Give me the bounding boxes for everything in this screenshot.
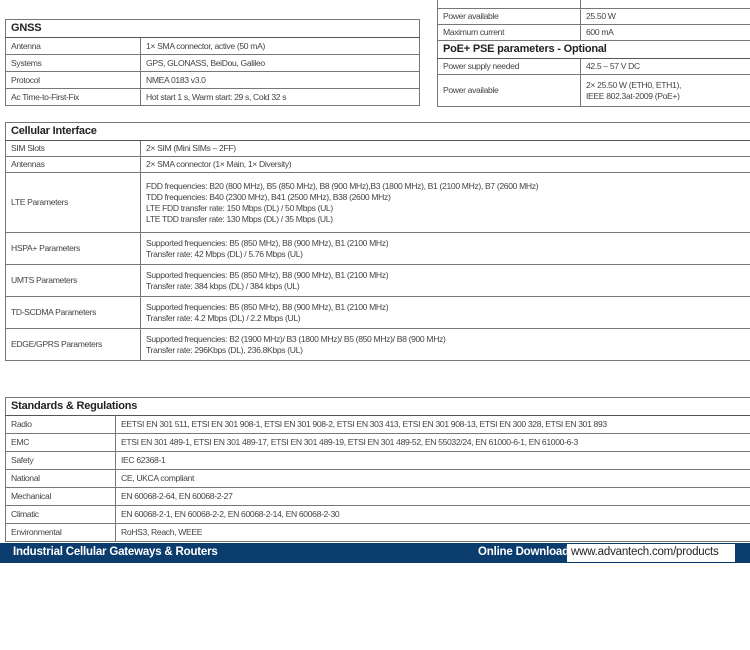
row-label: Power available	[437, 74, 581, 107]
row-label	[437, 0, 581, 9]
table-row: Maximum current 600 mA	[437, 24, 750, 41]
table-row: UMTS Parameters Supported frequencies: B5…	[5, 264, 750, 297]
table-row: SIM Slots 2× SIM (Mini SIMs – 2FF)	[5, 140, 750, 157]
gnss-title: GNSS	[5, 19, 420, 38]
row-label: SIM Slots	[5, 140, 141, 157]
standards-table: Standards & Regulations Radio EETSI EN 30…	[5, 397, 750, 542]
row-value: 42.5 – 57 V DC	[580, 58, 750, 75]
row-value	[580, 0, 750, 9]
value-line: Transfer rate: 4.2 Mbps (DL) / 2.2 Mbps …	[146, 312, 301, 323]
row-value: 2× SIM (Mini SIMs – 2FF)	[140, 140, 750, 157]
value-line: TDD frequencies: B40 (2300 MHz), B41 (25…	[146, 191, 391, 202]
row-label: LTE Parameters	[5, 172, 141, 233]
row-value: EN 60068-2-1, EN 60068-2-2, EN 60068-2-1…	[115, 505, 750, 524]
table-row: LTE Parameters FDD frequencies: B20 (800 …	[5, 172, 750, 233]
row-label: Ac Time-to-First-Fix	[5, 88, 141, 106]
row-value: Supported frequencies: B5 (850 MHz), B8 …	[140, 264, 750, 297]
table-row: Environmental RoHS3, Reach, WEEE	[5, 523, 750, 542]
row-label: EDGE/GPRS Parameters	[5, 328, 141, 361]
table-row	[437, 0, 750, 9]
footer-bar: Industrial Cellular Gateways & Routers O…	[0, 543, 750, 563]
value-line: Supported frequencies: B5 (850 MHz), B8 …	[146, 237, 389, 248]
table-row: Protocol NMEA 0183 v3.0	[5, 71, 420, 89]
value-line: Supported frequencies: B5 (850 MHz), B8 …	[146, 269, 389, 280]
table-row: Climatic EN 60068-2-1, EN 60068-2-2, EN 6…	[5, 505, 750, 524]
table-row: Ac Time-to-First-Fix Hot start 1 s, Warm …	[5, 88, 420, 106]
value-line: LTE TDD transfer rate: 130 Mbps (DL) / 3…	[146, 213, 333, 224]
download-url-link[interactable]: www.advantech.com/products	[567, 544, 735, 562]
row-label: Power supply needed	[437, 58, 581, 75]
value-line: Supported frequencies: B5 (850 MHz), B8 …	[146, 301, 389, 312]
value-line: Transfer rate: 296Kbps (DL), 236.8Kbps (…	[146, 344, 303, 355]
poe-heading-row: PoE+ PSE parameters - Optional	[437, 40, 750, 59]
value-line: LTE FDD transfer rate: 150 Mbps (DL) / 5…	[146, 202, 333, 213]
row-value: CE, UKCA compliant	[115, 469, 750, 488]
table-row: HSPA+ Parameters Supported frequencies: B…	[5, 232, 750, 265]
row-value: 1× SMA connector, active (50 mA)	[140, 37, 420, 55]
table-row: Systems GPS, GLONASS, BeiDou, Galileo	[5, 54, 420, 72]
row-label: Mechanical	[5, 487, 116, 506]
row-value: Hot start 1 s, Warm start: 29 s, Cold 32…	[140, 88, 420, 106]
table-row: Power available 2× 25.50 W (ETH0, ETH1), I…	[437, 74, 750, 107]
table-row: Power available 25.50 W	[437, 8, 750, 25]
row-value: Supported frequencies: B5 (850 MHz), B8 …	[140, 232, 750, 265]
table-row: National CE, UKCA compliant	[5, 469, 750, 488]
row-value: 2× 25.50 W (ETH0, ETH1), IEEE 802.3at-200…	[580, 74, 750, 107]
row-label: TD-SCDMA Parameters	[5, 296, 141, 329]
online-download-label: Online Download	[478, 546, 569, 558]
row-label: Safety	[5, 451, 116, 470]
row-value: FDD frequencies: B20 (800 MHz), B5 (850 …	[140, 172, 750, 233]
power-table: Power available 25.50 W Maximum current 600…	[437, 0, 750, 107]
value-line: IEEE 802.3at-2009 (PoE+)	[586, 90, 680, 101]
value-line: 2× SIM (Mini SIMs – 2FF)	[146, 143, 236, 153]
row-label: Antennas	[5, 156, 141, 173]
row-value: IEC 62368-1	[115, 451, 750, 470]
row-label: Systems	[5, 54, 141, 72]
row-label: National	[5, 469, 116, 488]
row-value: GPS, GLONASS, BeiDou, Galileo	[140, 54, 420, 72]
row-value: ETSI EN 301 489-1, ETSI EN 301 489-17, E…	[115, 433, 750, 452]
table-row: Power supply needed 42.5 – 57 V DC	[437, 58, 750, 75]
table-row: TD-SCDMA Parameters Supported frequencies…	[5, 296, 750, 329]
table-row: EMC ETSI EN 301 489-1, ETSI EN 301 489-17…	[5, 433, 750, 452]
standards-title: Standards & Regulations	[5, 397, 750, 416]
row-label: Environmental	[5, 523, 116, 542]
row-label: Radio	[5, 415, 116, 434]
value-line: 2× SMA connector (1× Main, 1× Diversity)	[146, 159, 292, 169]
row-value: Supported frequencies: B2 (1900 MHz)/ B3…	[140, 328, 750, 361]
row-label: Climatic	[5, 505, 116, 524]
table-row: Antenna 1× SMA connector, active (50 mA)	[5, 37, 420, 55]
row-label: EMC	[5, 433, 116, 452]
table-row: Mechanical EN 60068-2-64, EN 60068-2-27	[5, 487, 750, 506]
value-line: FDD frequencies: B20 (800 MHz), B5 (850 …	[146, 180, 539, 191]
row-value: NMEA 0183 v3.0	[140, 71, 420, 89]
footer-product-line: Industrial Cellular Gateways & Routers	[13, 546, 218, 558]
row-value: 25.50 W	[580, 8, 750, 25]
table-row: Safety IEC 62368-1	[5, 451, 750, 470]
cellular-title: Cellular Interface	[5, 122, 750, 141]
row-label: Power available	[437, 8, 581, 25]
value-line: Transfer rate: 42 Mbps (DL) / 5.76 Mbps …	[146, 248, 303, 259]
value-line: 2× 25.50 W (ETH0, ETH1),	[586, 79, 681, 90]
row-label: UMTS Parameters	[5, 264, 141, 297]
cellular-table: Cellular Interface SIM Slots 2× SIM (Mini…	[5, 122, 750, 361]
poe-title: PoE+ PSE parameters - Optional	[437, 40, 750, 59]
row-value: EETSI EN 301 511, ETSI EN 301 908-1, ETS…	[115, 415, 750, 434]
row-value: 2× SMA connector (1× Main, 1× Diversity)	[140, 156, 750, 173]
row-value: RoHS3, Reach, WEEE	[115, 523, 750, 542]
value-line: Transfer rate: 384 kbps (DL) / 384 kbps …	[146, 280, 300, 291]
row-label: Protocol	[5, 71, 141, 89]
row-value: 600 mA	[580, 24, 750, 41]
value-line: Supported frequencies: B2 (1900 MHz)/ B3…	[146, 333, 446, 344]
table-row: Antennas 2× SMA connector (1× Main, 1× Di…	[5, 156, 750, 173]
row-label: Antenna	[5, 37, 141, 55]
row-label: HSPA+ Parameters	[5, 232, 141, 265]
gnss-table: GNSS Antenna 1× SMA connector, active (50…	[5, 19, 420, 106]
table-row: EDGE/GPRS Parameters Supported frequencie…	[5, 328, 750, 361]
row-label: Maximum current	[437, 24, 581, 41]
table-row: Radio EETSI EN 301 511, ETSI EN 301 908-1…	[5, 415, 750, 434]
row-value: EN 60068-2-64, EN 60068-2-27	[115, 487, 750, 506]
row-value: Supported frequencies: B5 (850 MHz), B8 …	[140, 296, 750, 329]
